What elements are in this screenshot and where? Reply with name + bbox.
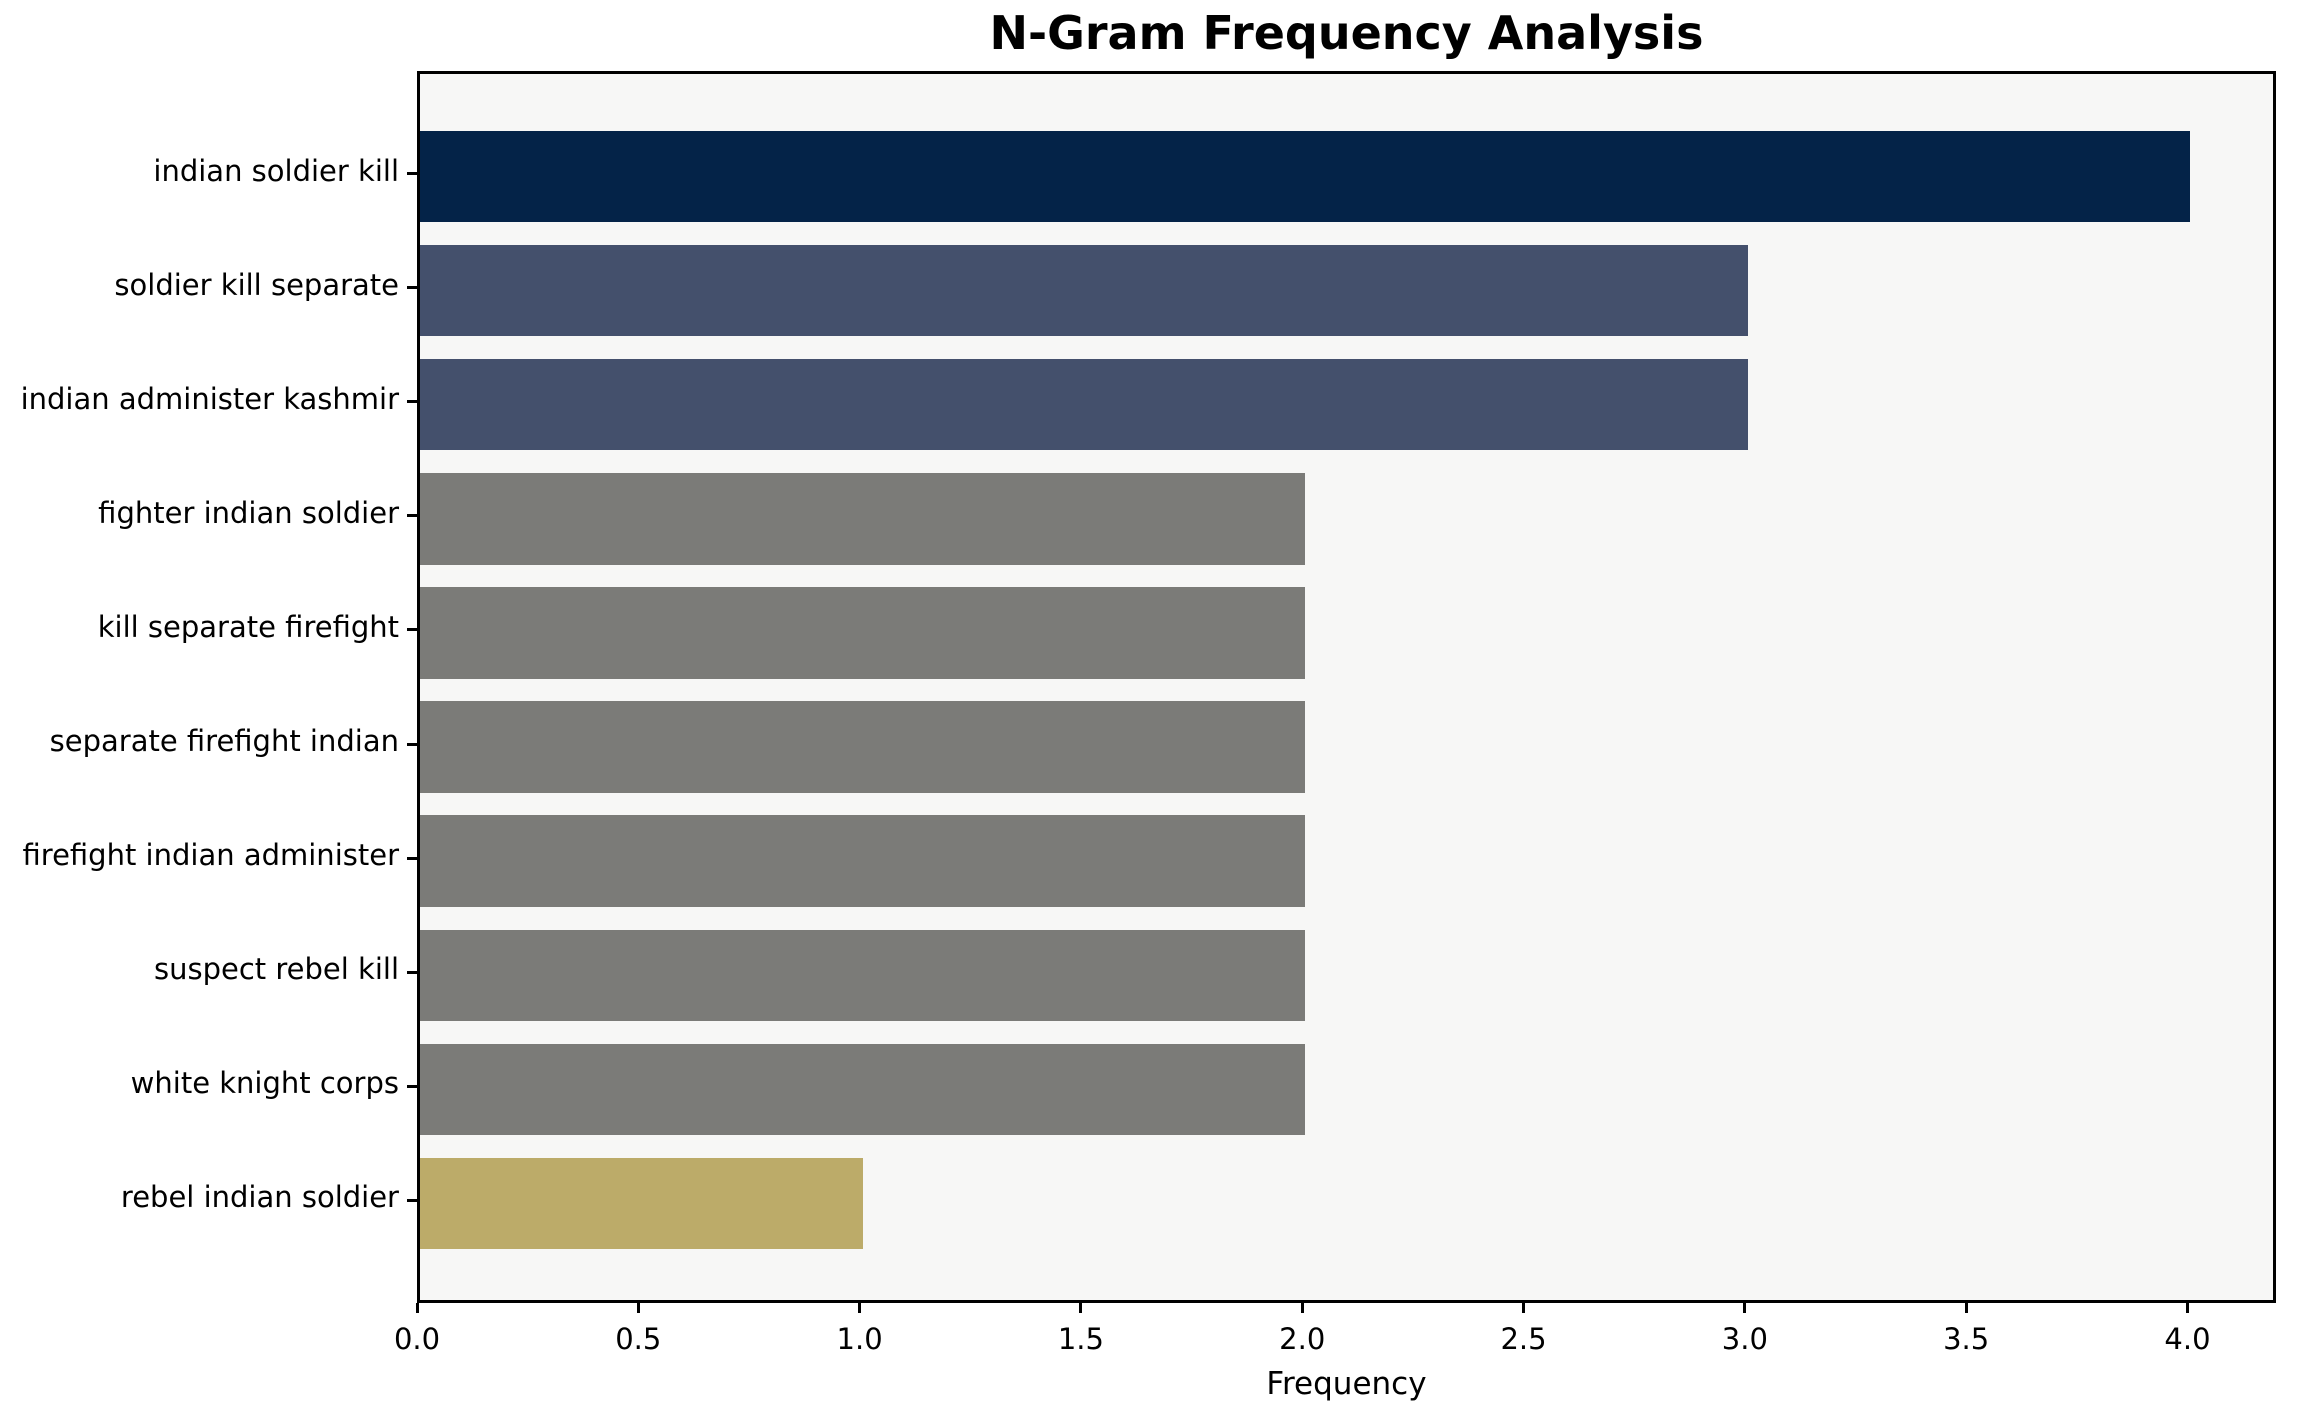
x-tick-label: 0.0 [393,1322,441,1356]
bar-9 [420,1043,1306,1135]
x-tick-mark [415,1303,419,1313]
plot-area [417,71,2276,1303]
y-tick-mark [407,856,417,860]
y-tick-label: indian administer kashmir [20,381,399,416]
y-tick-label: kill separate firefight [97,609,399,644]
y-tick-mark [407,628,417,632]
x-tick-label: 4.0 [2164,1322,2211,1356]
bar-1 [420,131,2191,223]
x-tick-mark [2185,1303,2189,1313]
bar-6 [420,701,1306,793]
y-tick-label: separate firefight indian [49,724,399,759]
y-tick-label: indian soldier kill [153,153,399,188]
x-tick-label: 1.0 [836,1322,883,1356]
y-tick-mark [407,742,417,746]
bar-8 [420,929,1306,1021]
y-tick-label: soldier kill separate [114,267,399,302]
x-tick-label: 3.0 [1721,1322,1768,1356]
x-tick-label: 2.5 [1500,1322,1547,1356]
x-tick-mark [636,1303,640,1313]
y-tick-label: white knight corps [130,1066,399,1101]
bar-4 [420,473,1306,565]
x-tick-mark [1300,1303,1304,1313]
y-tick-label: suspect rebel kill [154,952,399,987]
x-tick-label: 1.5 [1057,1322,1104,1356]
x-tick-mark [1079,1303,1083,1313]
x-tick-label: 2.0 [1279,1322,1326,1356]
y-tick-label: fighter indian soldier [98,495,399,530]
bar-10 [420,1157,863,1249]
y-tick-mark [407,400,417,404]
x-tick-label: 3.5 [1943,1322,1990,1356]
x-tick-label: 0.5 [615,1322,662,1356]
y-tick-mark [407,286,417,290]
bar-2 [420,245,1748,337]
x-tick-mark [1964,1303,1968,1313]
y-tick-label: firefight indian administer [22,838,399,873]
x-tick-mark [1522,1303,1526,1313]
y-tick-mark [407,1198,417,1202]
bar-7 [420,815,1306,907]
x-tick-mark [858,1303,862,1313]
x-tick-mark [1743,1303,1747,1313]
y-tick-mark [407,1084,417,1088]
y-tick-mark [407,172,417,176]
bar-5 [420,587,1306,679]
y-tick-label: rebel indian soldier [120,1180,399,1215]
bar-3 [420,359,1748,451]
x-axis-title: Frequency [1266,1366,1427,1402]
y-tick-mark [407,970,417,974]
chart-title: N-Gram Frequency Analysis [989,6,1704,60]
y-tick-mark [407,514,417,518]
